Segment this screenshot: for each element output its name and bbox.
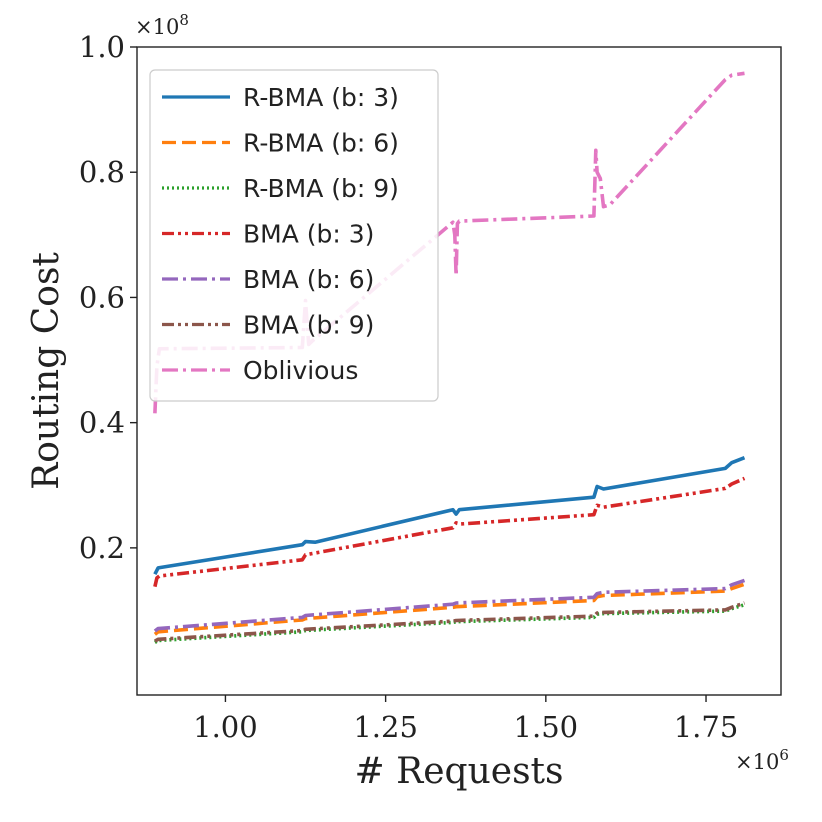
- x-axis-label: # Requests: [355, 751, 564, 792]
- y-tick-label: 0.8: [79, 155, 125, 189]
- x-tick-label: 1.75: [674, 710, 739, 744]
- x-tick-label: 1.25: [353, 710, 418, 744]
- series-line-1: [153, 456, 746, 576]
- legend-label: BMA (b: 6): [243, 265, 374, 294]
- series-line-5: [153, 578, 746, 633]
- y-axis-label: Routing Cost: [26, 252, 67, 490]
- y-tick-label: 0.6: [79, 280, 125, 314]
- series-line-6: [153, 601, 746, 643]
- x-multiplier-base: ×10: [735, 750, 779, 774]
- y-multiplier-base: ×10: [135, 15, 179, 39]
- y-multiplier-exponent: 8: [179, 11, 189, 29]
- plot-frame: [136, 46, 782, 696]
- y-tick-label: 0.4: [79, 406, 125, 440]
- legend-label: BMA (b: 3): [243, 220, 374, 249]
- series-line-7: [153, 71, 745, 414]
- legend-box: [149, 69, 439, 402]
- x-axis-multiplier: ×106: [735, 746, 789, 774]
- series-line-4: [153, 476, 746, 588]
- y-tick-label: 1.0: [79, 30, 125, 64]
- y-axis-multiplier: ×108: [135, 11, 189, 39]
- x-tick-label: 1.50: [514, 710, 579, 744]
- legend-label: Oblivious: [243, 356, 358, 385]
- x-multiplier-exponent: 6: [779, 746, 789, 764]
- x-tick-label: 1.00: [193, 710, 258, 744]
- y-tick-label: 0.2: [79, 531, 125, 565]
- tick-layer: 1.00 1.25 1.50 1.75 0.2 0.4 0.6 0.8 1.0: [79, 30, 738, 744]
- series-layer: [153, 71, 746, 644]
- legend-label: R-BMA (b: 6): [243, 129, 399, 158]
- legend-label: R-BMA (b: 9): [243, 174, 399, 203]
- legend-label: R-BMA (b: 3): [243, 83, 399, 112]
- legend: R-BMA (b: 3) R-BMA (b: 6) R-BMA (b: 9) BMA …: [149, 69, 439, 402]
- series-line-2: [153, 582, 746, 636]
- legend-label: BMA (b: 9): [243, 311, 374, 340]
